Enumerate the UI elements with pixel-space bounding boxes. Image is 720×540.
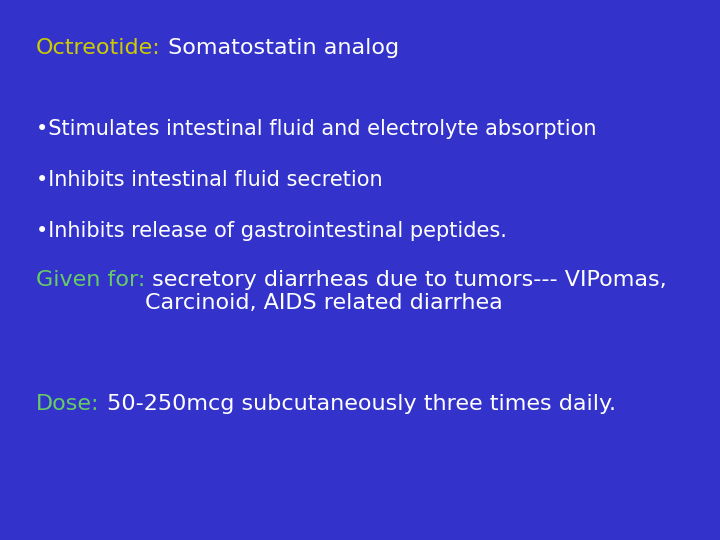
Text: Somatostatin analog: Somatostatin analog [161,38,399,58]
Text: Octreotide:: Octreotide: [36,38,161,58]
Text: 50-250mcg subcutaneously three times daily.: 50-250mcg subcutaneously three times dai… [99,394,616,414]
Text: •Inhibits intestinal fluid secretion: •Inhibits intestinal fluid secretion [36,170,382,190]
Text: Given for:: Given for: [36,270,145,290]
Text: •Stimulates intestinal fluid and electrolyte absorption: •Stimulates intestinal fluid and electro… [36,119,596,139]
Text: •Inhibits release of gastrointestinal peptides.: •Inhibits release of gastrointestinal pe… [36,221,507,241]
Text: secretory diarrheas due to tumors--- VIPomas,
Carcinoid, AIDS related diarrhea: secretory diarrheas due to tumors--- VIP… [145,270,667,313]
Text: Dose:: Dose: [36,394,99,414]
